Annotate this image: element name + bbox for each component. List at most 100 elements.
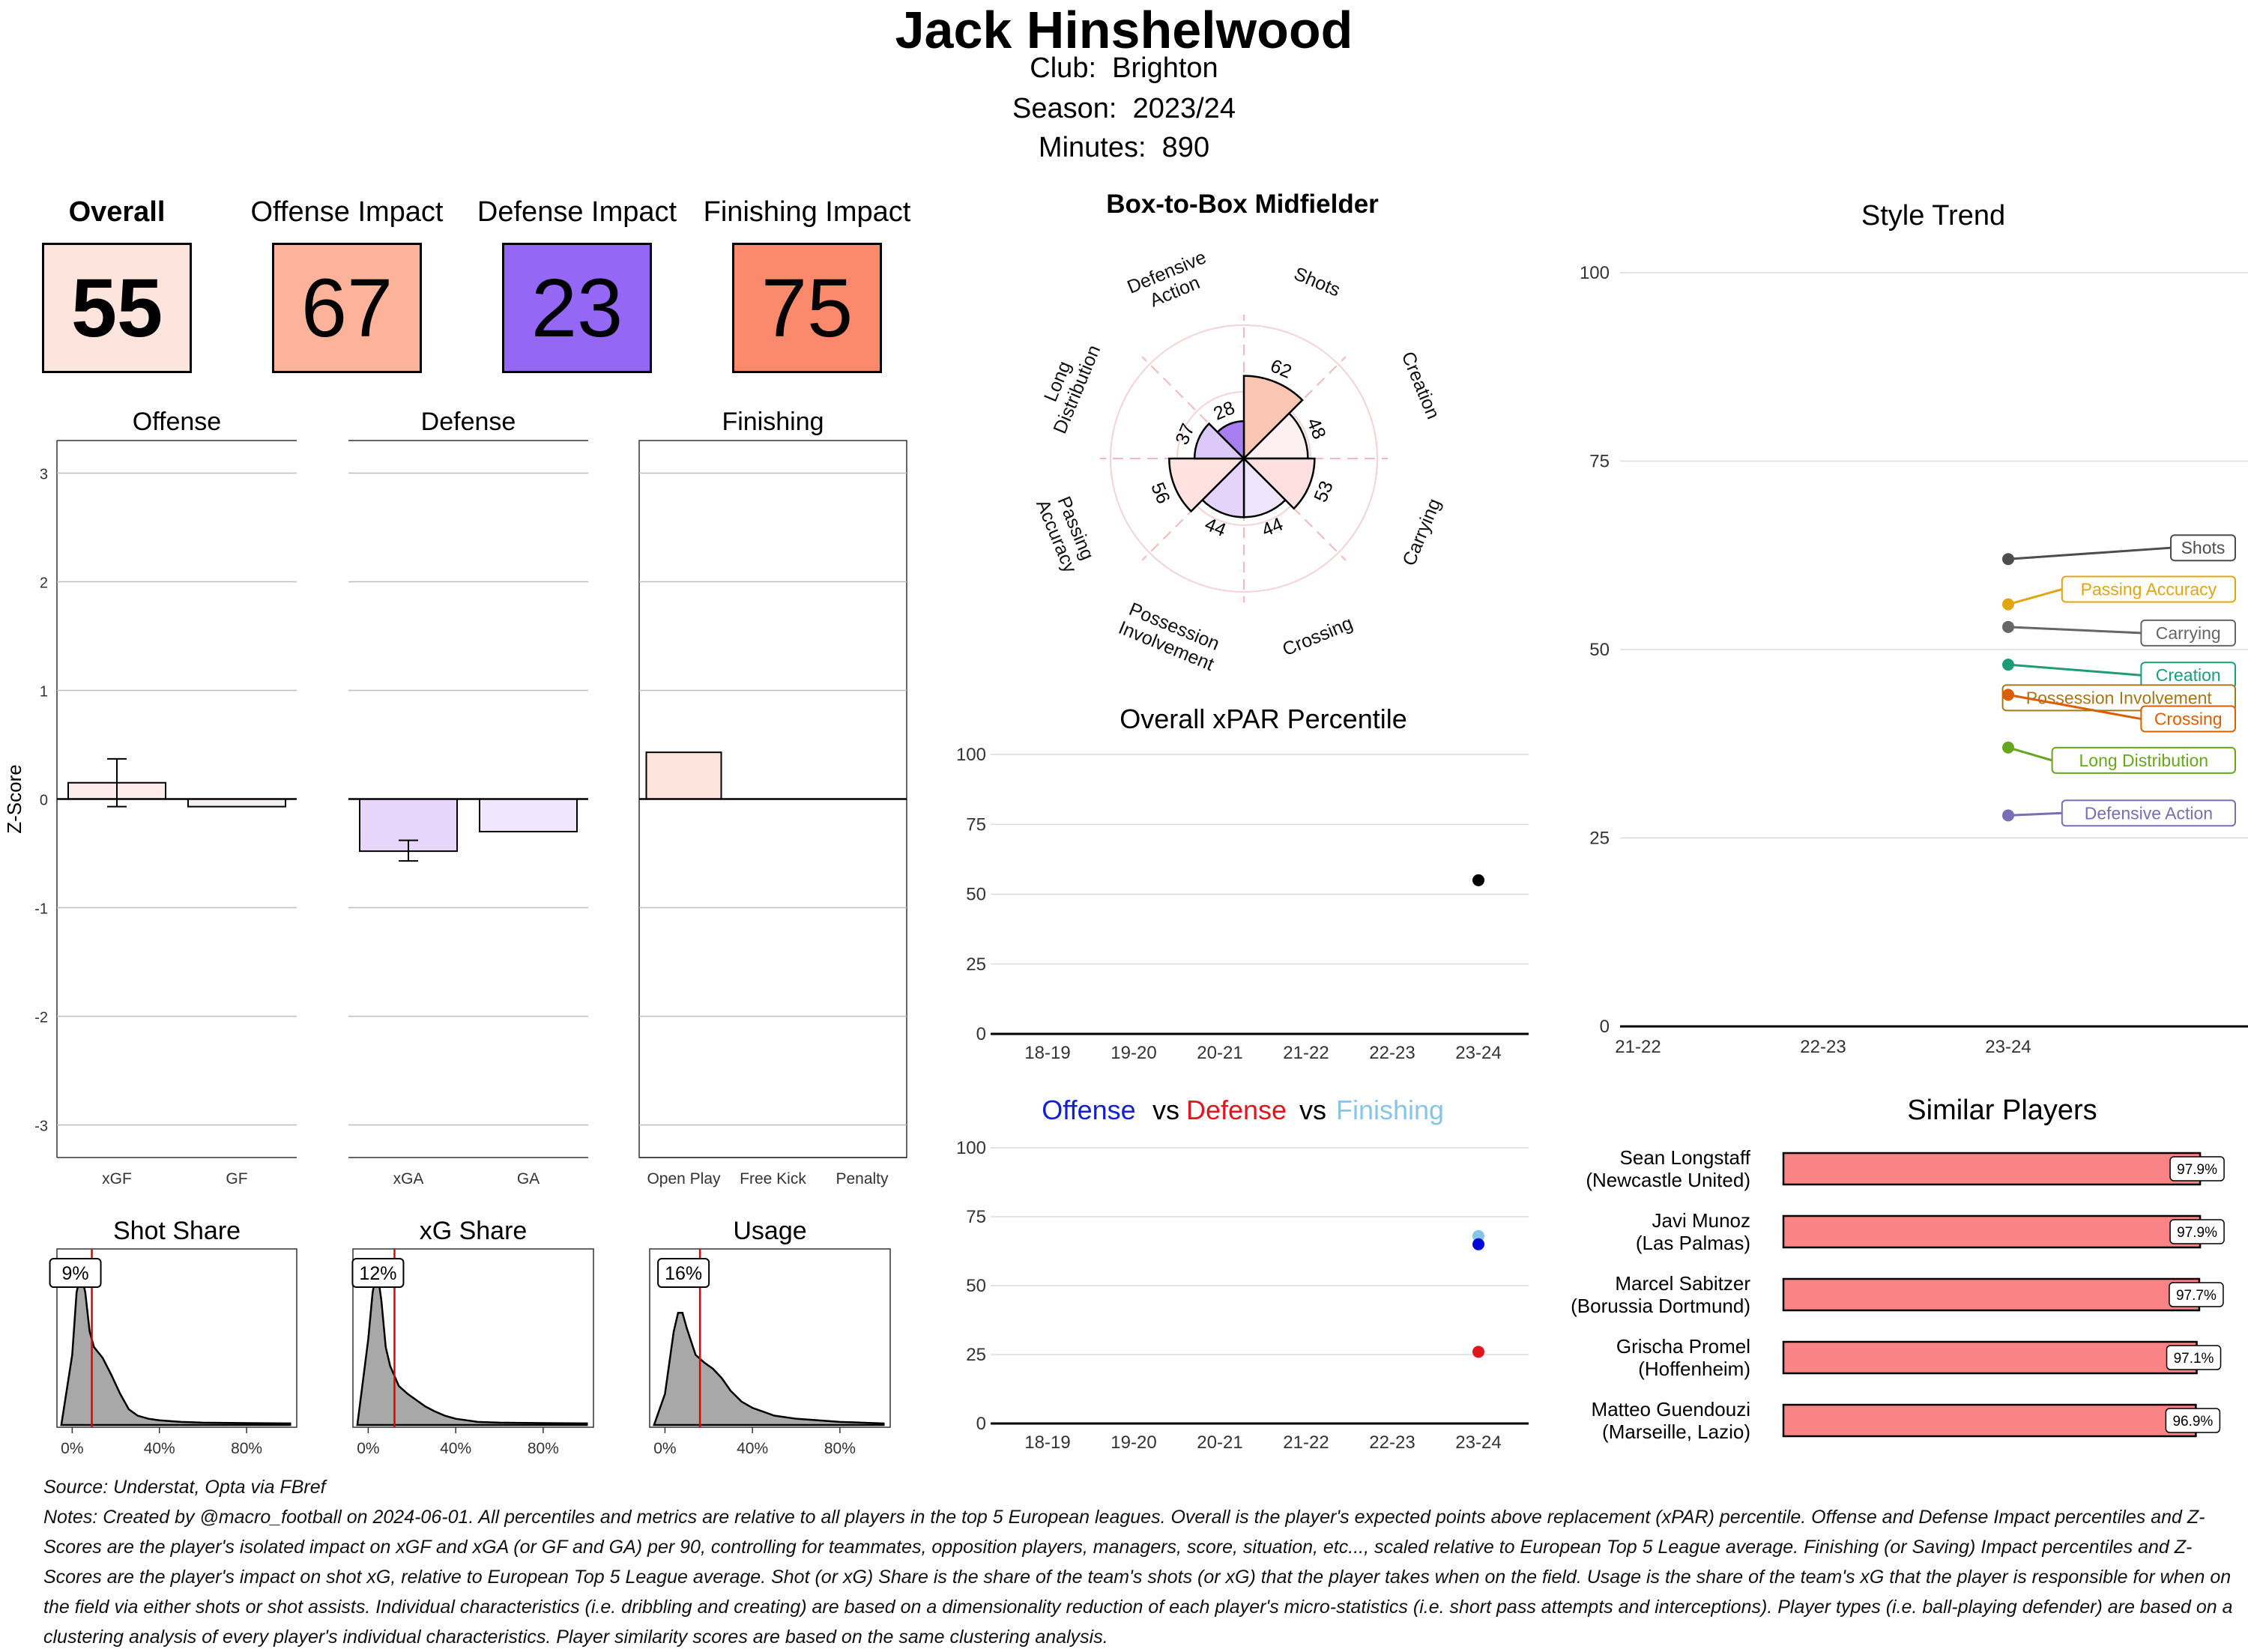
radar-slice [1241,411,1309,460]
similar-player-name: Marcel Sabitzer [1615,1272,1750,1295]
density-panel-title: xG Share [420,1217,528,1245]
similar-player-value-box [2169,1282,2224,1307]
style-trend-label: Shots [2181,538,2226,557]
style-trend-point [2002,620,2014,633]
zscore-category-label: xGF [102,1170,132,1187]
zscore-category-label: xGA [393,1170,424,1187]
style-trend-label: Long Distribution [2079,751,2208,770]
defense-impact-card-label: Defense Impact [477,196,677,228]
radar-value-label: 28 [1210,397,1237,425]
style-trend-label: Carrying [2156,623,2221,643]
density-value-label: 16% [665,1263,702,1284]
zscore-panel-title: Offense [133,408,221,436]
style-trend-line [2007,546,2172,560]
source-text: Source: Understat, Opta via FBref [43,1477,326,1498]
notes-text: Notes: Created by @macro_football on 202… [43,1507,2233,1648]
style-trend-label: Possession Involvement [2026,688,2213,707]
ovd-ytick-label: 100 [956,1138,986,1158]
similar-player-name: Grischa Promel [1616,1335,1750,1358]
zscore-panel-title: Finishing [722,408,824,436]
zscore-bar [479,798,578,832]
ovd-ytick-label: 0 [976,1414,986,1434]
radar-axis-label: Creation [1398,348,1444,422]
player-name: Jack Hinshelwood [895,1,1353,59]
style-trend-line [2007,588,2063,606]
style-trend-xtick-label: 22-23 [1800,1037,1846,1057]
style-trend-ytick-label: 0 [1600,1017,1610,1037]
ovd-xtick-label: 20-21 [1197,1432,1242,1453]
club-label: Club: [1030,52,1097,84]
similar-player-value: 97.9% [2177,1225,2217,1241]
density-value-box [657,1258,710,1288]
similar-player-name: Javi Munoz [1652,1209,1751,1232]
similar-player-bar [1782,1152,2202,1186]
zscore-ytick-label: 2 [40,575,48,592]
xpar-xtick-label: 23-24 [1455,1043,1501,1063]
style-trend-point [2002,689,2014,701]
xpar-point [1472,874,1484,886]
style-trend-line [2007,811,2062,817]
style-trend-title: Style Trend [1861,200,2005,232]
similar-player-value: 97.7% [2176,1288,2217,1304]
xpar-xtick-label: 21-22 [1283,1043,1329,1063]
ovd-point [1472,1346,1484,1358]
similar-player-name: Matteo Guendouzi [1592,1398,1750,1420]
style-trend-point [2002,598,2014,611]
similar-player-value-box [2169,1156,2225,1181]
radar-value-label: 56 [1146,479,1174,506]
minutes-label: Minutes: [1038,132,1146,163]
similar-player-bar [1782,1277,2201,1312]
similar-player-bar [1782,1403,2197,1438]
ovd-xtick-label: 21-22 [1283,1432,1329,1453]
ovd-ytick-label: 75 [966,1207,986,1227]
similar-player-team: (Marseille, Lazio) [1602,1420,1750,1443]
density-value-label: 9% [61,1263,88,1284]
similar-player-bar [1782,1340,2198,1375]
similar-player-team: (Borussia Dortmund) [1571,1295,1750,1317]
similar-player-team: (Las Palmas) [1636,1232,1750,1254]
offense-impact-card-value: 67 [272,243,422,373]
style-trend-line [2007,663,2142,677]
style-trend-label-box [2051,746,2237,774]
style-trend-ytick-label: 50 [1589,640,1610,660]
density-xtick-label: 0% [653,1440,676,1457]
style-trend-label: Passing Accuracy [2081,580,2217,599]
ovd-title-part: Offense [1042,1095,1135,1125]
density-xtick-label: 80% [824,1440,856,1457]
zscore-ytick-label: 1 [40,684,48,701]
similar-player-value-box [2166,1345,2222,1370]
style-trend-ytick-label: 75 [1589,452,1610,472]
zscore-bar [187,798,286,808]
ovd-ytick-label: 50 [966,1276,986,1296]
ovd-title-part: Defense [1186,1095,1287,1125]
footer-notes: Source: Understat, Opta via FBref Notes:… [43,1472,2239,1652]
radar-value-label: 44 [1202,514,1229,542]
ovd-xtick-label: 23-24 [1455,1432,1501,1453]
zscore-ytick-label: 0 [40,793,48,809]
style-trend-xtick-label: 21-22 [1615,1037,1661,1057]
density-xtick-label: 40% [440,1440,471,1457]
style-trend-line [2007,746,2053,762]
style-trend-xtick-label: 23-24 [1985,1037,2031,1057]
density-value-box [49,1258,102,1288]
similar-player-value-box [2169,1219,2225,1244]
overall-card-label: Overall [68,196,166,228]
xpar-xtick-label: 19-20 [1111,1043,1156,1063]
ovd-xtick-label: 22-23 [1369,1432,1415,1453]
finishing-impact-card-value: 75 [732,243,882,373]
style-trend-ytick-label: 25 [1589,829,1610,849]
ovd-xtick-label: 19-20 [1111,1432,1156,1453]
zscore-category-label: Penalty [836,1170,889,1187]
radar-slice [1242,375,1304,462]
overall-card-value: 55 [42,243,192,373]
radar-slice [1241,457,1316,510]
radar-axis-label: Crossing [1279,613,1356,661]
density-xtick-label: 80% [528,1440,559,1457]
xpar-ytick-label: 0 [976,1024,986,1044]
defense-impact-card-value: 23 [502,243,652,373]
zscore-ylabel: Z-Score [3,764,25,833]
finishing-impact-card-label: Finishing Impact [703,196,911,228]
density-area [653,1311,885,1426]
zscore-category-label: Free Kick [740,1170,806,1187]
style-trend-label-box [2061,575,2237,603]
